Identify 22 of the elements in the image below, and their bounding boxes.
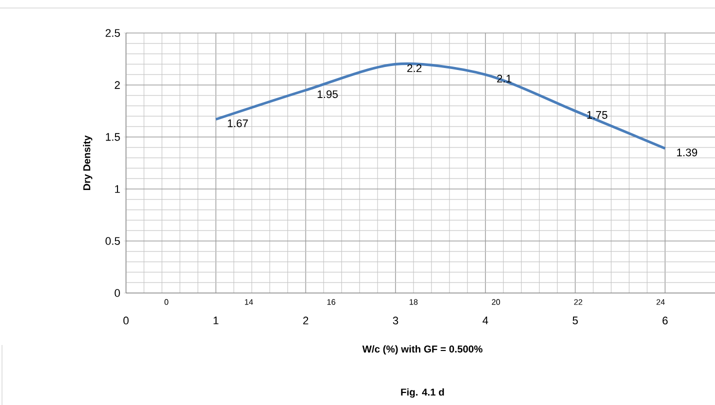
caption: Fig. 4.1 d xyxy=(401,388,444,398)
data-label: 1.67 xyxy=(228,119,248,128)
y-tick-label: 2 xyxy=(114,81,120,89)
data-label: 2.2 xyxy=(407,64,422,72)
y-axis-title: Dry Density xyxy=(83,135,92,190)
x-tick-label: 6 xyxy=(662,316,668,324)
data-label: 1.39 xyxy=(677,148,698,156)
y-tick-label: 2.5 xyxy=(106,29,120,37)
x-tick-label: 2 xyxy=(303,316,308,324)
x-tick-label: 3 xyxy=(392,316,398,324)
data-label: 1.75 xyxy=(587,111,608,119)
y-tick-label: 0 xyxy=(114,289,120,297)
data-label: 1.95 xyxy=(318,90,338,98)
y-tick-label: 1.5 xyxy=(106,133,120,141)
y-tick-label: 1 xyxy=(115,185,120,193)
line-series xyxy=(214,62,666,150)
x-axis-title: W/c (%) with GF = 0.500% xyxy=(362,345,482,355)
x-tick-label: 4 xyxy=(482,316,488,324)
y-tick-label: 0.5 xyxy=(106,237,120,245)
x-tick-label: 1 xyxy=(214,316,218,324)
x-tick-label: 0 xyxy=(123,316,129,324)
x-tick-label: 5 xyxy=(572,316,578,324)
